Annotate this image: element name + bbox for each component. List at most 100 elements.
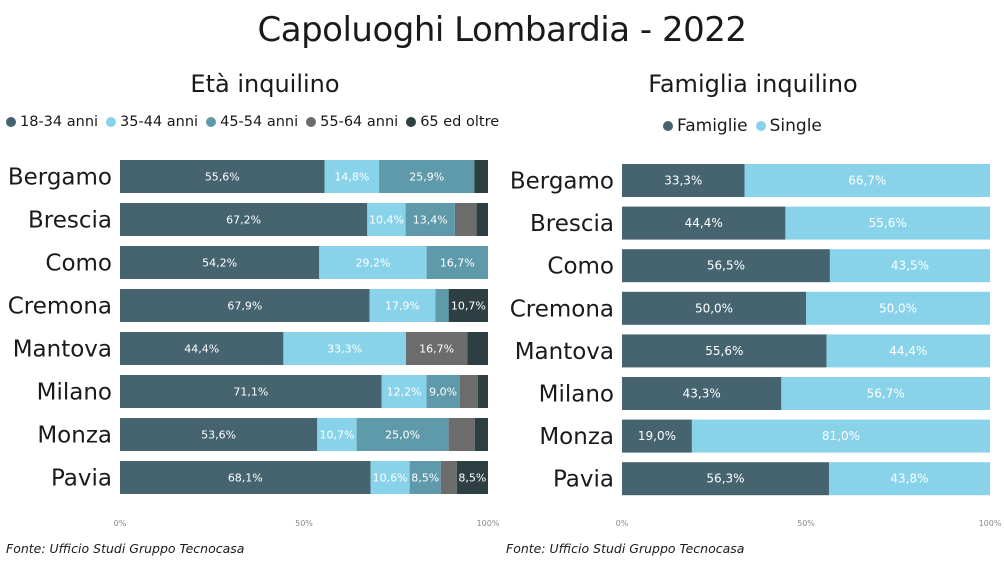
- data-label: 10,7%: [451, 300, 486, 313]
- category-label: Cremona: [510, 296, 614, 322]
- bar-segment: [120, 418, 318, 451]
- bar-segment: [785, 206, 990, 240]
- data-label: 43,8%: [890, 472, 928, 486]
- category-label: Milano: [539, 382, 614, 408]
- category-label: Como: [45, 251, 112, 277]
- legend-marker: [306, 117, 317, 127]
- category-label: Mantova: [13, 337, 112, 363]
- data-label: 71,1%: [233, 386, 268, 399]
- bar-segment: [477, 375, 488, 408]
- legend-label: 55-64 anni: [320, 114, 399, 130]
- x-tick-label: 0%: [114, 519, 127, 528]
- category-label: Pavia: [553, 467, 614, 493]
- chart-title-age: Età inquilino: [190, 70, 340, 98]
- legend-label: 45-54 anni: [220, 114, 299, 130]
- data-label: 55,6%: [705, 344, 743, 358]
- bar-segment: [622, 377, 782, 410]
- data-label: 55,6%: [869, 216, 907, 230]
- x-tick-label: 50%: [797, 519, 815, 528]
- data-label: 13,4%: [413, 214, 448, 227]
- data-label: 8,5%: [458, 472, 486, 485]
- bar-segment: [448, 289, 488, 322]
- category-label: Bergamo: [8, 165, 112, 191]
- source-note-right: Fonte: Ufficio Studi Gruppo Tecnocasa: [506, 541, 745, 556]
- category-label: Pavia: [51, 466, 112, 492]
- bar-segment: [120, 332, 284, 365]
- data-label: 43,3%: [683, 387, 721, 401]
- bar-segment: [120, 461, 371, 494]
- bar-segment: [381, 375, 427, 408]
- data-label: 8,5%: [411, 472, 439, 485]
- bar-segment: [622, 249, 830, 283]
- data-label: 66,7%: [848, 174, 886, 188]
- data-label: 17,9%: [385, 300, 420, 313]
- category-label: Cremona: [8, 294, 112, 320]
- bar-segment: [440, 461, 457, 494]
- data-label: 43,5%: [891, 259, 929, 273]
- x-tick-label: 100%: [979, 519, 1002, 528]
- data-label: 67,2%: [226, 214, 261, 227]
- category-label: Monza: [37, 423, 112, 449]
- legend-item: 18-34 anni: [6, 114, 98, 130]
- data-label: 14,8%: [334, 171, 369, 184]
- legend-marker: [755, 121, 766, 131]
- bar-segment: [806, 291, 990, 325]
- data-label: 44,4%: [889, 344, 927, 358]
- category-label: Bergamo: [510, 169, 614, 195]
- bar-segment: [448, 418, 475, 451]
- legend-marker: [206, 117, 217, 127]
- bar-segment: [120, 160, 325, 193]
- legend-label: 65 ed oltre: [420, 114, 500, 130]
- bar-segment: [456, 461, 488, 494]
- x-tick-label: 0%: [616, 519, 629, 528]
- legend-label: 35-44 anni: [120, 114, 199, 130]
- category-label: Como: [547, 254, 614, 280]
- legend-item: 35-44 anni: [106, 114, 198, 130]
- data-label: 56,3%: [706, 472, 744, 486]
- data-label: 50,0%: [695, 301, 733, 315]
- bar-segment: [319, 246, 427, 279]
- legend-label: 18-34 anni: [20, 114, 99, 130]
- data-label: 25,9%: [409, 171, 444, 184]
- bar-segment: [829, 249, 990, 283]
- data-label: 33,3%: [327, 343, 362, 356]
- legend-item: 65 ed oltre: [406, 114, 499, 130]
- legend-marker: [663, 121, 673, 131]
- bar-segment: [379, 160, 475, 193]
- category-label: Mantova: [515, 339, 614, 365]
- legend-label: Single: [769, 116, 822, 136]
- data-label: 68,1%: [228, 472, 263, 485]
- data-label: 81,0%: [822, 429, 860, 443]
- x-tick-label: 50%: [295, 519, 313, 528]
- bar-segment: [826, 334, 990, 368]
- bar-segment: [467, 332, 488, 365]
- data-label: 55,6%: [205, 171, 240, 184]
- bar-segment: [426, 375, 460, 408]
- bar-segment: [426, 246, 488, 279]
- bar-segment: [435, 289, 449, 322]
- legend-family: Famiglie Single: [663, 116, 830, 136]
- legend-item: Single: [755, 116, 822, 136]
- bar-segment: [409, 461, 441, 494]
- legend-marker: [6, 117, 16, 127]
- data-label: 56,7%: [867, 387, 905, 401]
- bar-segment: [283, 332, 406, 365]
- legend-item: Famiglie: [663, 116, 748, 136]
- data-label: 53,6%: [201, 429, 236, 442]
- legend-marker: [406, 117, 417, 127]
- chart-title-family: Famiglia inquilino: [648, 70, 858, 98]
- bar-segment: [828, 462, 990, 496]
- data-label: 44,4%: [184, 343, 219, 356]
- bar-segment: [622, 291, 806, 325]
- bar-segment: [356, 418, 449, 451]
- data-label: 16,7%: [440, 257, 475, 270]
- bar-segment: [120, 289, 370, 322]
- bar-segment: [317, 418, 357, 451]
- bar-segment: [120, 203, 368, 236]
- data-label: 10,7%: [319, 429, 354, 442]
- bar-segment: [120, 375, 382, 408]
- data-label: 67,9%: [227, 300, 262, 313]
- x-tick-label: 100%: [477, 519, 500, 528]
- data-label: 25,0%: [385, 429, 420, 442]
